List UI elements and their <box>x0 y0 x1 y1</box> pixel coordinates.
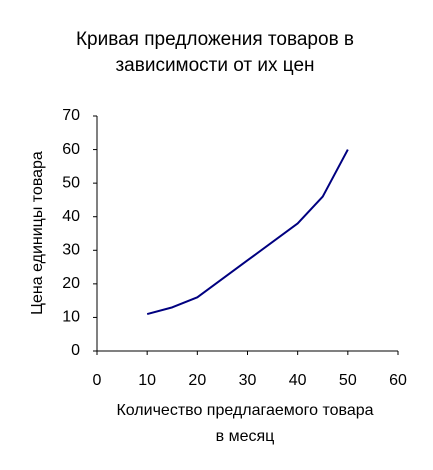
x-tick-label: 40 <box>289 372 307 389</box>
y-tick-label: 40 <box>62 208 80 225</box>
x-tick-label: 30 <box>239 372 257 389</box>
y-axis-label: Цена единицы товара <box>29 151 46 315</box>
x-tick-label: 0 <box>93 372 102 389</box>
line <box>146 149 349 316</box>
x-axis-label: Количество предлагаемого товара <box>116 402 373 419</box>
x-tick-label: 60 <box>389 372 407 389</box>
y-tick-label: 50 <box>62 174 80 191</box>
y-tick-label: 30 <box>62 242 80 259</box>
x-tick-label: 20 <box>188 372 206 389</box>
x-axis-label: в месяц <box>216 428 275 445</box>
x-tick-label: 50 <box>339 372 357 389</box>
y-tick-label: 10 <box>62 309 80 326</box>
y-tick-label: 0 <box>71 342 80 359</box>
chart-title: зависимости от их цен <box>115 55 314 76</box>
y-tick-label: 20 <box>62 275 80 292</box>
chart-title: Кривая предложения товаров в <box>76 29 354 50</box>
y-tick-label: 60 <box>62 141 80 158</box>
y-tick-label: 70 <box>62 107 80 124</box>
x-tick-label: 10 <box>138 372 156 389</box>
